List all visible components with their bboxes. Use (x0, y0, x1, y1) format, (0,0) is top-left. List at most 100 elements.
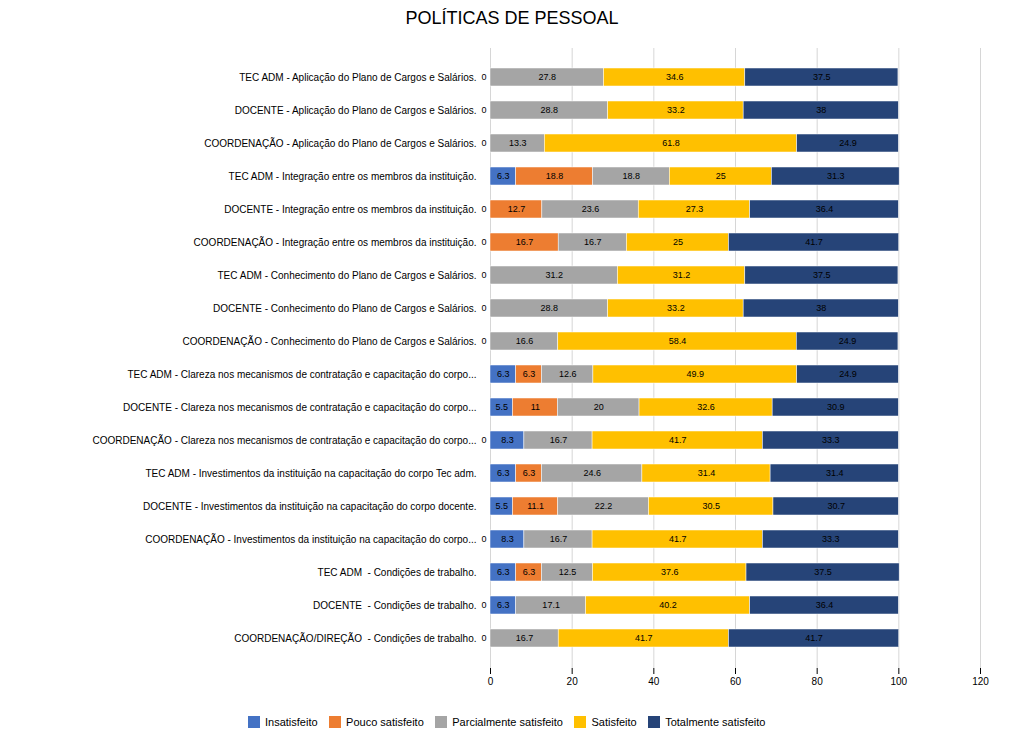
svg-text:31.2: 31.2 (545, 270, 563, 280)
svg-text:5.5: 5.5 (495, 501, 508, 511)
svg-text:COORDENAÇÃO - Conhecimento do: COORDENAÇÃO - Conhecimento do Plano de C… (182, 335, 476, 347)
svg-text:COORDENAÇÃO - Investimentos da: COORDENAÇÃO - Investimentos da instituiç… (145, 533, 476, 545)
svg-text:18.8: 18.8 (623, 171, 641, 181)
svg-text:6.3: 6.3 (523, 369, 536, 379)
svg-text:30.9: 30.9 (827, 402, 845, 412)
svg-text:0: 0 (481, 303, 486, 313)
svg-text:37.5: 37.5 (813, 72, 831, 82)
svg-text:12.6: 12.6 (559, 369, 577, 379)
svg-text:17.1: 17.1 (542, 600, 560, 610)
svg-text:25: 25 (673, 237, 683, 247)
svg-text:33.3: 33.3 (822, 534, 840, 544)
svg-text:37.5: 37.5 (813, 270, 831, 280)
svg-text:13.3: 13.3 (509, 138, 527, 148)
svg-text:16.7: 16.7 (516, 237, 534, 247)
svg-text:25: 25 (716, 171, 726, 181)
svg-text:0: 0 (488, 676, 494, 687)
svg-text:0: 0 (481, 138, 486, 148)
svg-text:16.6: 16.6 (516, 336, 534, 346)
svg-text:11.1: 11.1 (527, 501, 544, 511)
svg-text:12.7: 12.7 (508, 204, 526, 214)
svg-text:80: 80 (812, 676, 824, 687)
svg-text:33.3: 33.3 (822, 435, 840, 445)
svg-text:0: 0 (481, 270, 486, 280)
svg-text:27.8: 27.8 (538, 72, 556, 82)
svg-text:40: 40 (648, 676, 660, 687)
svg-text:TEC ADM - Clareza nos mecanism: TEC ADM - Clareza nos mecanismos de cont… (127, 369, 476, 380)
svg-text:60: 60 (730, 676, 742, 687)
svg-text:8.3: 8.3 (501, 435, 514, 445)
svg-text:120: 120 (972, 676, 989, 687)
svg-text:12.5: 12.5 (559, 567, 577, 577)
svg-text:33.2: 33.2 (667, 303, 685, 313)
svg-text:6.3: 6.3 (497, 567, 510, 577)
svg-text:37.6: 37.6 (661, 567, 679, 577)
svg-text:30.7: 30.7 (827, 501, 845, 511)
svg-text:38: 38 (816, 105, 826, 115)
svg-text:0: 0 (481, 600, 486, 610)
svg-text:16.7: 16.7 (550, 534, 568, 544)
svg-text:32.6: 32.6 (697, 402, 715, 412)
svg-text:6.3: 6.3 (523, 567, 536, 577)
svg-text:11: 11 (531, 402, 540, 412)
svg-text:28.8: 28.8 (541, 105, 559, 115)
svg-text:COORDENAÇÃO - Clareza nos meca: COORDENAÇÃO - Clareza nos mecanismos de … (92, 434, 476, 446)
svg-text:23.6: 23.6 (582, 204, 600, 214)
svg-text:36.4: 36.4 (816, 600, 834, 610)
svg-text:40.2: 40.2 (659, 600, 677, 610)
svg-text:TEC ADM - Aplicação do Plano d: TEC ADM - Aplicação do Plano de Cargos e… (239, 72, 476, 83)
svg-text:COORDENAÇÃO/DIREÇÃO - Condiçõ: COORDENAÇÃO/DIREÇÃO - Condições de traba… (234, 632, 476, 644)
svg-text:34.6: 34.6 (666, 72, 684, 82)
svg-text:0: 0 (481, 435, 486, 445)
svg-text:0: 0 (481, 336, 486, 346)
svg-text:16.7: 16.7 (550, 435, 568, 445)
svg-text:6.3: 6.3 (497, 600, 510, 610)
svg-text:33.2: 33.2 (667, 105, 685, 115)
svg-text:6.3: 6.3 (497, 369, 510, 379)
svg-text:24.9: 24.9 (839, 336, 857, 346)
svg-text:TEC ADM - Integração entre os: TEC ADM - Integração entre os membros da… (229, 171, 477, 182)
svg-text:31.3: 31.3 (827, 171, 845, 181)
svg-text:100: 100 (890, 676, 907, 687)
svg-text:37.5: 37.5 (814, 567, 832, 577)
svg-text:20: 20 (594, 402, 604, 412)
svg-text:41.7: 41.7 (669, 534, 687, 544)
svg-text:0: 0 (481, 72, 486, 82)
svg-text:DOCENTE - Clareza nos mecanism: DOCENTE - Clareza nos mecanismos de cont… (123, 402, 477, 413)
svg-text:24.9: 24.9 (839, 138, 857, 148)
svg-text:0: 0 (481, 534, 486, 544)
svg-text:31.2: 31.2 (673, 270, 691, 280)
svg-text:0: 0 (481, 204, 486, 214)
svg-text:DOCENTE - Integração entre os: DOCENTE - Integração entre os membros da… (224, 204, 476, 215)
svg-text:TEC ADM - Investimentos da ins: TEC ADM - Investimentos da instituição n… (145, 468, 476, 479)
svg-text:TEC ADM - Condições de trabal: TEC ADM - Condições de trabalho. (318, 567, 477, 578)
svg-text:16.7: 16.7 (584, 237, 602, 247)
svg-text:38: 38 (816, 303, 826, 313)
svg-text:18.8: 18.8 (546, 171, 564, 181)
svg-text:COORDENAÇÃO - Integração entre: COORDENAÇÃO - Integração entre os membro… (194, 236, 477, 248)
svg-text:41.7: 41.7 (669, 435, 687, 445)
svg-text:30.5: 30.5 (702, 501, 720, 511)
svg-text:COORDENAÇÃO - Aplicação do Pla: COORDENAÇÃO - Aplicação do Plano de Carg… (204, 137, 476, 149)
svg-text:31.4: 31.4 (698, 468, 716, 478)
svg-text:22.2: 22.2 (595, 501, 613, 511)
svg-text:41.7: 41.7 (805, 633, 823, 643)
svg-text:41.7: 41.7 (635, 633, 653, 643)
svg-text:DOCENTE - Investimentos da ins: DOCENTE - Investimentos da instituição n… (143, 501, 477, 512)
svg-text:DOCENTE - Aplicação do Plano d: DOCENTE - Aplicação do Plano de Cargos e… (235, 105, 477, 116)
svg-text:TEC ADM - Conhecimento do Plan: TEC ADM - Conhecimento do Plano de Cargo… (217, 270, 476, 281)
svg-text:31.4: 31.4 (826, 468, 844, 478)
svg-text:16.7: 16.7 (516, 633, 534, 643)
svg-text:36.4: 36.4 (816, 204, 834, 214)
svg-text:49.9: 49.9 (687, 369, 705, 379)
svg-text:0: 0 (481, 633, 486, 643)
svg-text:8.3: 8.3 (501, 534, 514, 544)
svg-text:6.3: 6.3 (497, 468, 510, 478)
svg-text:24.9: 24.9 (839, 369, 857, 379)
svg-text:0: 0 (481, 237, 486, 247)
svg-text:5.5: 5.5 (495, 402, 508, 412)
svg-text:6.3: 6.3 (523, 468, 536, 478)
svg-text:6.3: 6.3 (497, 171, 510, 181)
svg-text:28.8: 28.8 (541, 303, 559, 313)
svg-text:61.8: 61.8 (662, 138, 680, 148)
